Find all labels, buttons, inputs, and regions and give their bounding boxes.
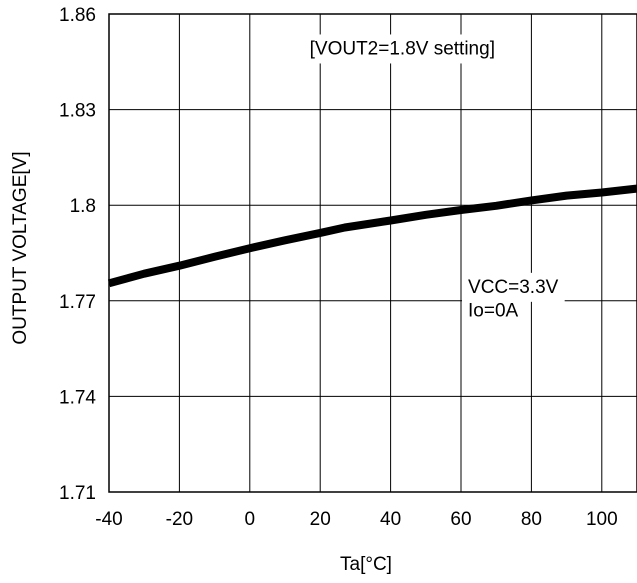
y-tick-label: 1.74 bbox=[59, 387, 96, 408]
y-axis-label: OUTPUT VOLTAGE[V] bbox=[10, 151, 31, 344]
y-tick-label: 1.77 bbox=[59, 292, 96, 313]
x-tick-label: 60 bbox=[450, 509, 471, 530]
x-tick-label: -40 bbox=[95, 509, 122, 530]
x-tick-label: 0 bbox=[245, 509, 256, 530]
y-tick-label: 1.8 bbox=[70, 196, 96, 217]
y-tick-label: 1.83 bbox=[59, 101, 96, 122]
annotation-text: VCC=3.3V bbox=[468, 277, 559, 298]
annotations: [VOUT2=1.8V setting] VCC=3.3V Io=0A bbox=[310, 38, 559, 321]
x-tick-labels: -40 -20 0 20 40 60 80 100 bbox=[95, 509, 617, 530]
x-tick-label: 100 bbox=[586, 509, 618, 530]
grid-lines bbox=[109, 14, 637, 492]
annotation-backgrounds bbox=[303, 34, 565, 326]
y-tick-labels: 1.71 1.74 1.77 1.8 1.83 1.86 bbox=[59, 5, 96, 504]
series-lines bbox=[107, 184, 637, 288]
annotation-text: [VOUT2=1.8V setting] bbox=[310, 38, 495, 59]
plot-frame bbox=[108, 13, 637, 493]
annotation-text: Io=0A bbox=[468, 301, 519, 322]
x-tick-label: -20 bbox=[166, 509, 193, 530]
y-tick-label: 1.71 bbox=[59, 483, 96, 504]
annotation-background bbox=[303, 34, 501, 64]
annotation-background bbox=[462, 296, 525, 326]
series-line bbox=[107, 184, 637, 288]
y-tick-label: 1.86 bbox=[59, 5, 96, 26]
x-tick-label: 40 bbox=[380, 509, 401, 530]
x-axis-label: Ta[°C] bbox=[340, 554, 392, 575]
x-tick-label: 20 bbox=[310, 509, 331, 530]
x-tick-label: 80 bbox=[521, 509, 542, 530]
